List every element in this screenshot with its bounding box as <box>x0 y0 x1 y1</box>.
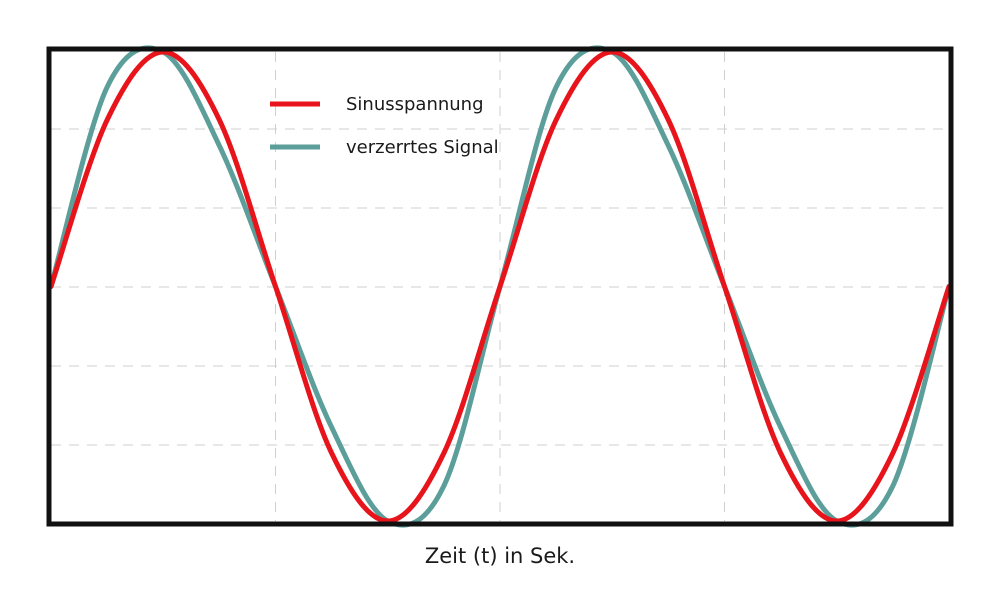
x-axis-label: Zeit (t) in Sek. <box>425 544 575 568</box>
legend-label: verzerrtes Signal <box>346 137 499 158</box>
legend-label: Sinusspannung <box>346 94 484 115</box>
legend: Sinusspannung verzerrtes Signal <box>270 94 499 158</box>
series-layer <box>48 45 952 528</box>
plot-frame <box>46 46 954 527</box>
series-line-sinusspannung <box>48 49 952 524</box>
